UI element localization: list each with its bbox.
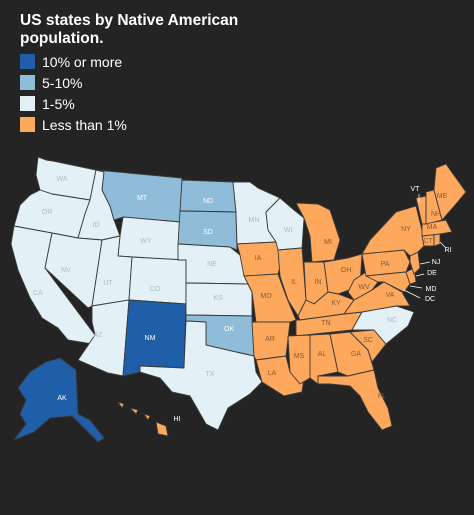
state-ny[interactable] [361, 205, 425, 257]
label-ar: AR [265, 336, 275, 343]
state-tx[interactable] [139, 320, 263, 431]
label-il: IL [291, 279, 297, 286]
label-ma: MA [427, 224, 438, 231]
label-la: LA [268, 370, 277, 377]
label-nd: ND [203, 198, 213, 205]
label-mi: MI [324, 239, 332, 246]
label-mn: MN [249, 217, 260, 224]
label-ca: CA [33, 290, 43, 297]
label-oh: OH [341, 267, 352, 274]
label-nj: NJ [432, 259, 441, 266]
label-ct: CT [423, 238, 433, 245]
legend-swatch [20, 117, 35, 132]
label-wa: WA [56, 176, 67, 183]
callout-dc [403, 289, 421, 299]
callout-ri [439, 241, 447, 249]
state-ks[interactable] [185, 282, 253, 317]
label-nh: NH [431, 211, 441, 218]
label-sc: SC [363, 337, 373, 344]
state-ma[interactable] [421, 219, 453, 237]
state-ri[interactable] [433, 233, 441, 247]
label-vt: VT [411, 186, 421, 193]
label-ut: UT [103, 280, 113, 287]
callout-md [409, 285, 423, 289]
label-wy: WY [140, 238, 152, 245]
legend-swatch [20, 54, 35, 69]
map-title: US states by Native American population. [20, 12, 239, 47]
label-wv: WV [358, 284, 370, 291]
label-fl: FL [378, 393, 386, 400]
label-de: DE [427, 270, 437, 277]
state-ms[interactable] [287, 334, 311, 385]
label-al: AL [318, 351, 327, 358]
label-tx: TX [206, 371, 215, 378]
state-me[interactable] [433, 163, 467, 221]
legend-item-5-10: 5-10% [20, 72, 127, 93]
label-ga: GA [351, 351, 361, 358]
state-co[interactable] [128, 256, 187, 305]
label-md: MD [426, 286, 437, 293]
label-pa: PA [381, 261, 390, 268]
label-ak: AK [57, 395, 67, 402]
label-nv: NV [61, 267, 71, 274]
label-ri: RI [445, 247, 452, 254]
label-mo: MO [260, 293, 272, 300]
label-nm: NM [145, 335, 156, 342]
legend-label: 10% or more [42, 53, 123, 70]
callout-de [415, 273, 425, 277]
legend-item-10-plus: 10% or more [20, 51, 127, 72]
label-va: VA [386, 292, 395, 299]
legend-label: 5-10% [42, 74, 83, 91]
label-tn: TN [321, 320, 330, 327]
label-me: ME [437, 193, 448, 200]
state-sd[interactable] [177, 210, 238, 251]
label-mt: MT [137, 195, 148, 202]
label-co: CO [150, 286, 161, 293]
legend-swatch [20, 96, 35, 111]
state-fl[interactable] [317, 369, 393, 431]
label-sd: SD [203, 229, 213, 236]
legend-label: 1-5% [42, 95, 75, 112]
label-in: IN [315, 279, 322, 286]
label-az: AZ [94, 332, 104, 339]
label-hi: HI [174, 416, 181, 423]
label-ks: KS [213, 295, 223, 302]
label-nc: NC [387, 317, 397, 324]
label-ne: NE [207, 261, 217, 268]
label-ny: NY [401, 226, 411, 233]
callout-nj [419, 261, 431, 265]
state-la[interactable] [255, 355, 305, 397]
label-dc: DC [425, 296, 435, 303]
state-ak[interactable] [13, 357, 105, 443]
legend-swatch [20, 75, 35, 90]
legend-label: Less than 1% [42, 116, 127, 133]
legend-item-under-1: Less than 1% [20, 114, 127, 135]
state-hi[interactable] [117, 401, 169, 437]
label-or: OR [42, 209, 53, 216]
label-id: ID [93, 222, 100, 229]
label-wi: WI [284, 227, 293, 234]
state-nd[interactable] [179, 179, 237, 213]
state-va[interactable] [343, 281, 411, 315]
label-ok: OK [224, 326, 234, 333]
label-ky: KY [331, 300, 341, 307]
label-ms: MS [294, 353, 305, 360]
legend-item-1-5: 1-5% [20, 93, 127, 114]
label-ia: IA [255, 255, 262, 262]
legend: 10% or more 5-10% 1-5% Less than 1% [20, 51, 127, 135]
